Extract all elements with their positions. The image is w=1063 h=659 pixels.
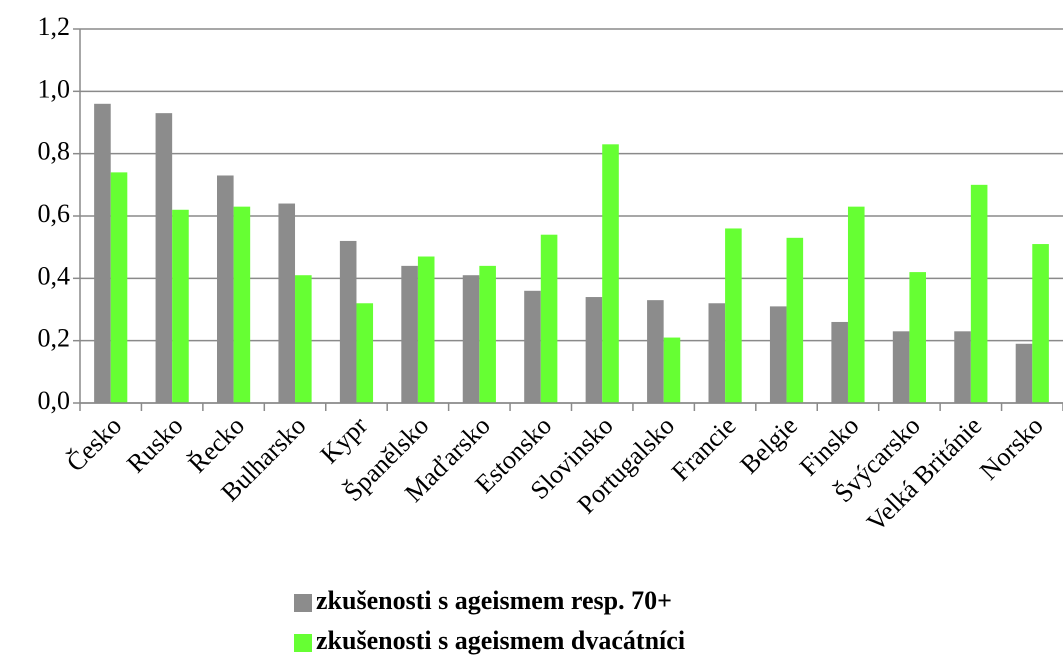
x-tick-label: Česko (61, 411, 127, 477)
bar (217, 175, 234, 403)
bar (356, 303, 374, 403)
bar (909, 272, 926, 403)
legend-swatch (294, 634, 312, 652)
bar (155, 113, 173, 404)
y-tick-label: 0,2 (38, 324, 71, 353)
bar (831, 321, 848, 403)
bar (278, 203, 296, 403)
legend-label: zkušenosti s ageismem resp. 70+ (316, 586, 672, 615)
bar (417, 256, 435, 403)
legend-label: zkušenosti s ageismem dvacátníci (316, 626, 685, 655)
bar (847, 206, 865, 403)
bar (892, 331, 910, 403)
bar (769, 306, 787, 403)
bar (94, 103, 111, 404)
bar (401, 265, 418, 403)
y-tick-label: 0,0 (38, 386, 71, 415)
bar (725, 228, 742, 403)
bar (663, 337, 681, 403)
bar (462, 275, 480, 403)
bar (602, 144, 619, 404)
x-tick-label: Belgie (734, 411, 803, 480)
y-tick-label: 1,0 (38, 74, 71, 103)
bar (1015, 343, 1033, 403)
bar (172, 209, 189, 403)
x-tick-label: Rusko (121, 411, 189, 479)
y-tick-label: 0,6 (38, 199, 71, 228)
bar (479, 265, 496, 403)
bar (647, 300, 664, 403)
bar (970, 184, 988, 403)
bar (585, 297, 603, 403)
y-tick-label: 0,8 (38, 137, 71, 166)
bar (708, 303, 726, 403)
bar (786, 237, 804, 403)
bar (1032, 244, 1049, 403)
bar (295, 275, 312, 403)
bar (233, 206, 251, 403)
y-tick-label: 0,4 (38, 261, 71, 290)
bar (524, 290, 541, 403)
bar (540, 234, 558, 403)
y-tick-label: 1,2 (38, 12, 71, 41)
x-tick-label: Norsko (974, 411, 1049, 486)
legend-swatch (294, 594, 312, 612)
x-tick-label: Francie (666, 411, 742, 487)
bar (339, 240, 357, 403)
bar (110, 172, 128, 403)
bar (954, 331, 971, 403)
